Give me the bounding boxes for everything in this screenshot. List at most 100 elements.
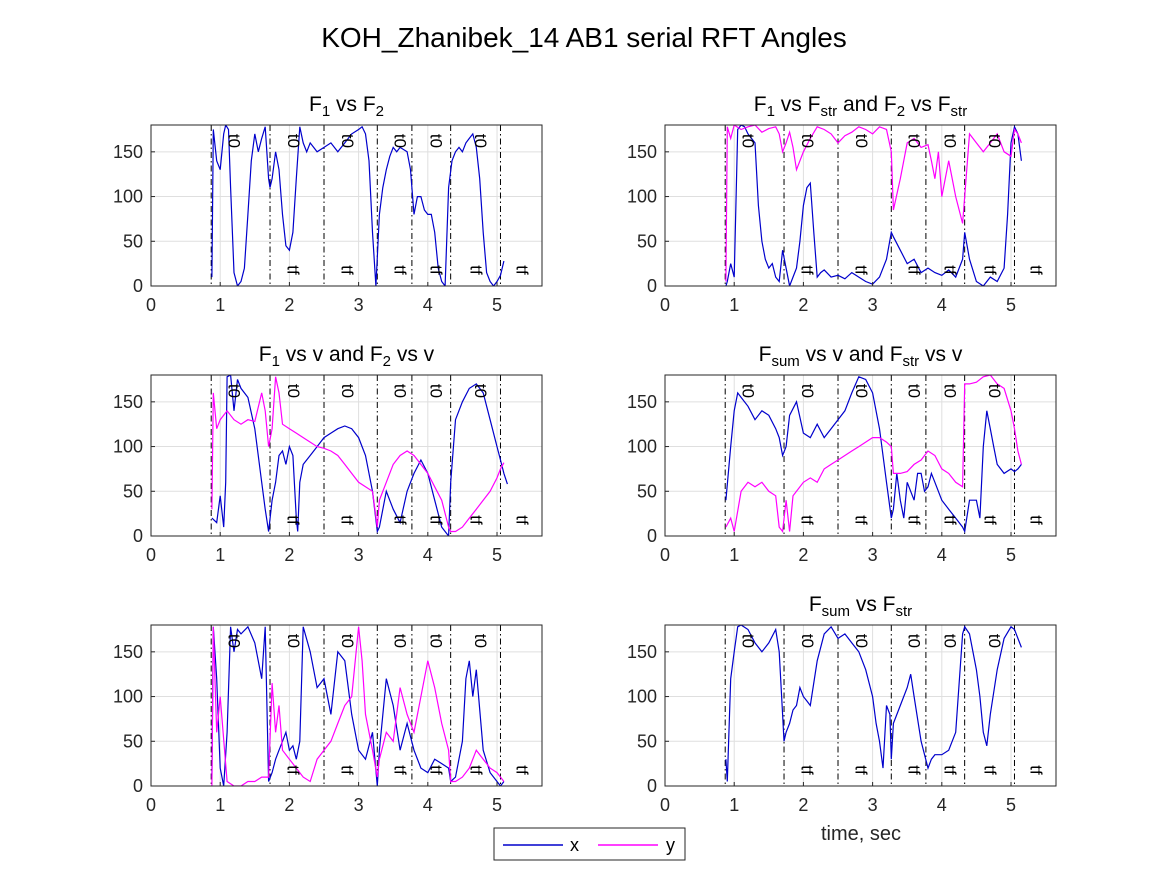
tf-label: tf: [981, 265, 1000, 275]
x-tick-label: 3: [354, 795, 364, 815]
tf-label: tf: [337, 765, 356, 775]
tf-label: tf: [941, 515, 960, 525]
y-tick-label: 50: [637, 481, 657, 501]
axes-box: [664, 124, 1057, 287]
t0-label: t0: [941, 134, 960, 148]
series-x-line: [211, 375, 508, 536]
y-tick-label: 0: [647, 776, 657, 796]
t0-label: t0: [391, 134, 410, 148]
t0-label: t0: [739, 384, 758, 398]
x-tick-label: 2: [284, 295, 294, 315]
t0-label: t0: [985, 384, 1004, 398]
series-x-line: [725, 376, 1022, 534]
tf-label: tf: [427, 765, 446, 775]
tf-label: tf: [512, 765, 531, 775]
t0-label: t0: [338, 634, 357, 648]
y-tick-label: 100: [113, 187, 143, 207]
y-tick-label: 100: [627, 437, 657, 457]
tf-label: tf: [337, 265, 356, 275]
y-tick-label: 50: [637, 731, 657, 751]
x-tick-label: 5: [1006, 295, 1016, 315]
x-axis-label: time, sec: [821, 823, 901, 845]
series-y-line: [725, 375, 1022, 534]
legend-label-y: y: [666, 835, 675, 855]
t0-label: t0: [338, 384, 357, 398]
t0-label: t0: [471, 384, 490, 398]
x-tick-label: 3: [868, 295, 878, 315]
x-tick-label: 0: [660, 295, 670, 315]
tf-label: tf: [427, 265, 446, 275]
x-tick-label: 2: [798, 545, 808, 565]
subplot-title: F1 vs v and F2 vs v: [259, 343, 435, 370]
x-tick-label: 2: [284, 545, 294, 565]
x-tick-label: 1: [215, 795, 225, 815]
tf-label: tf: [797, 765, 816, 775]
y-tick-label: 100: [627, 187, 657, 207]
tf-label: tf: [391, 515, 410, 525]
y-tick-label: 150: [113, 642, 143, 662]
x-tick-label: 3: [354, 295, 364, 315]
tf-label: tf: [427, 515, 446, 525]
x-tick-label: 4: [937, 795, 947, 815]
t0-label: t0: [905, 384, 924, 398]
t0-label: t0: [798, 134, 817, 148]
y-tick-label: 150: [627, 142, 657, 162]
t0-label: t0: [338, 134, 357, 148]
t0-label: t0: [391, 384, 410, 398]
t0-label: t0: [941, 384, 960, 398]
x-tick-label: 5: [1006, 545, 1016, 565]
axes-box: [150, 124, 543, 287]
y-tick-label: 100: [627, 687, 657, 707]
t0-label: t0: [985, 634, 1004, 648]
x-tick-label: 1: [729, 545, 739, 565]
x-tick-label: 0: [660, 795, 670, 815]
tf-label: tf: [851, 515, 870, 525]
t0-label: t0: [471, 634, 490, 648]
t0-label: t0: [739, 134, 758, 148]
t0-label: t0: [284, 634, 303, 648]
x-tick-label: 0: [660, 545, 670, 565]
series-y-line: [211, 626, 505, 786]
tf-label: tf: [905, 265, 924, 275]
x-tick-label: 4: [423, 795, 433, 815]
tf-label: tf: [1026, 265, 1045, 275]
t0-label: t0: [427, 134, 446, 148]
t0-label: t0: [284, 384, 303, 398]
t0-label: t0: [905, 134, 924, 148]
tf-label: tf: [941, 265, 960, 275]
axes-box: [150, 374, 543, 537]
x-tick-label: 0: [146, 795, 156, 815]
t0-label: t0: [225, 384, 244, 398]
tf-label: tf: [512, 515, 531, 525]
figure-title: KOH_Zhanibek_14 AB1 serial RFT Angles: [321, 22, 847, 53]
x-tick-label: 4: [423, 545, 433, 565]
x-tick-label: 0: [146, 545, 156, 565]
tf-label: tf: [941, 765, 960, 775]
y-tick-label: 0: [133, 276, 143, 296]
t0-label: t0: [391, 634, 410, 648]
y-tick-label: 50: [637, 231, 657, 251]
t0-label: t0: [427, 634, 446, 648]
legend-box: [493, 827, 686, 861]
subplot-title: Fsum vs Fstr: [809, 593, 912, 620]
t0-label: t0: [471, 134, 490, 148]
series-x-line: [725, 625, 1022, 782]
tf-label: tf: [337, 515, 356, 525]
tf-label: tf: [981, 765, 1000, 775]
t0-label: t0: [284, 134, 303, 148]
t0-label: t0: [798, 634, 817, 648]
tf-label: tf: [512, 265, 531, 275]
tf-label: tf: [905, 765, 924, 775]
tf-label: tf: [467, 515, 486, 525]
tf-label: tf: [981, 515, 1000, 525]
y-tick-label: 150: [627, 642, 657, 662]
t0-label: t0: [739, 634, 758, 648]
t0-label: t0: [905, 634, 924, 648]
